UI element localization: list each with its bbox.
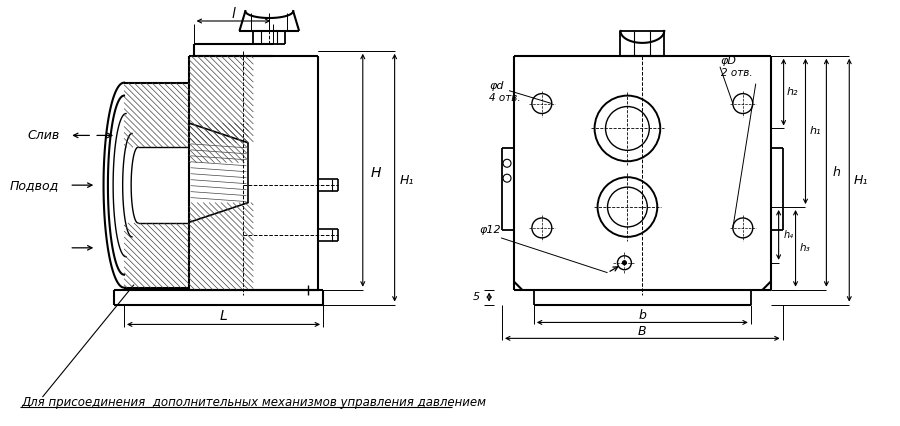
Text: Подвод: Подвод [10,178,59,192]
Text: h₃: h₃ [800,243,811,253]
Text: Слив: Слив [27,129,59,142]
Text: h₄: h₄ [784,230,794,240]
Text: B: B [638,325,647,338]
Text: h: h [832,166,841,179]
Text: 5: 5 [472,292,480,302]
Text: Для присоединения  дополнительных механизмов управления давлением: Для присоединения дополнительных механиз… [22,395,487,409]
Text: H₁: H₁ [854,174,868,187]
Text: φD: φD [721,56,737,66]
Text: 4 отв.: 4 отв. [489,92,521,103]
Text: H₁: H₁ [400,174,414,187]
Text: h₂: h₂ [787,87,798,97]
Circle shape [623,261,626,265]
Text: φ12: φ12 [479,225,500,235]
Text: b: b [638,309,646,322]
Text: 2 отв.: 2 отв. [721,68,752,78]
Text: l: l [231,7,236,21]
Text: H: H [371,166,381,180]
Text: φd: φd [489,81,504,91]
Text: L: L [220,309,228,323]
Text: h₁: h₁ [810,127,821,136]
